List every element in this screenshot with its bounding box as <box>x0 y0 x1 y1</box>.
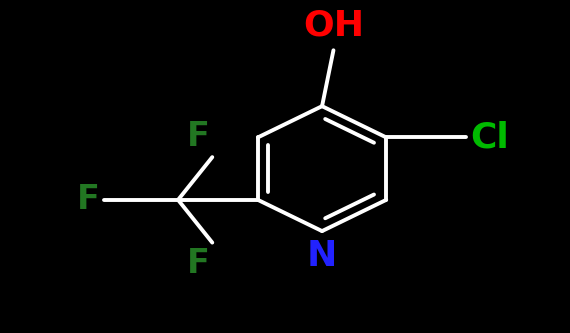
Text: F: F <box>77 183 100 216</box>
Text: Cl: Cl <box>470 121 509 155</box>
Text: OH: OH <box>303 8 364 42</box>
Text: N: N <box>307 239 337 273</box>
Text: F: F <box>186 246 209 279</box>
Text: F: F <box>186 120 209 153</box>
